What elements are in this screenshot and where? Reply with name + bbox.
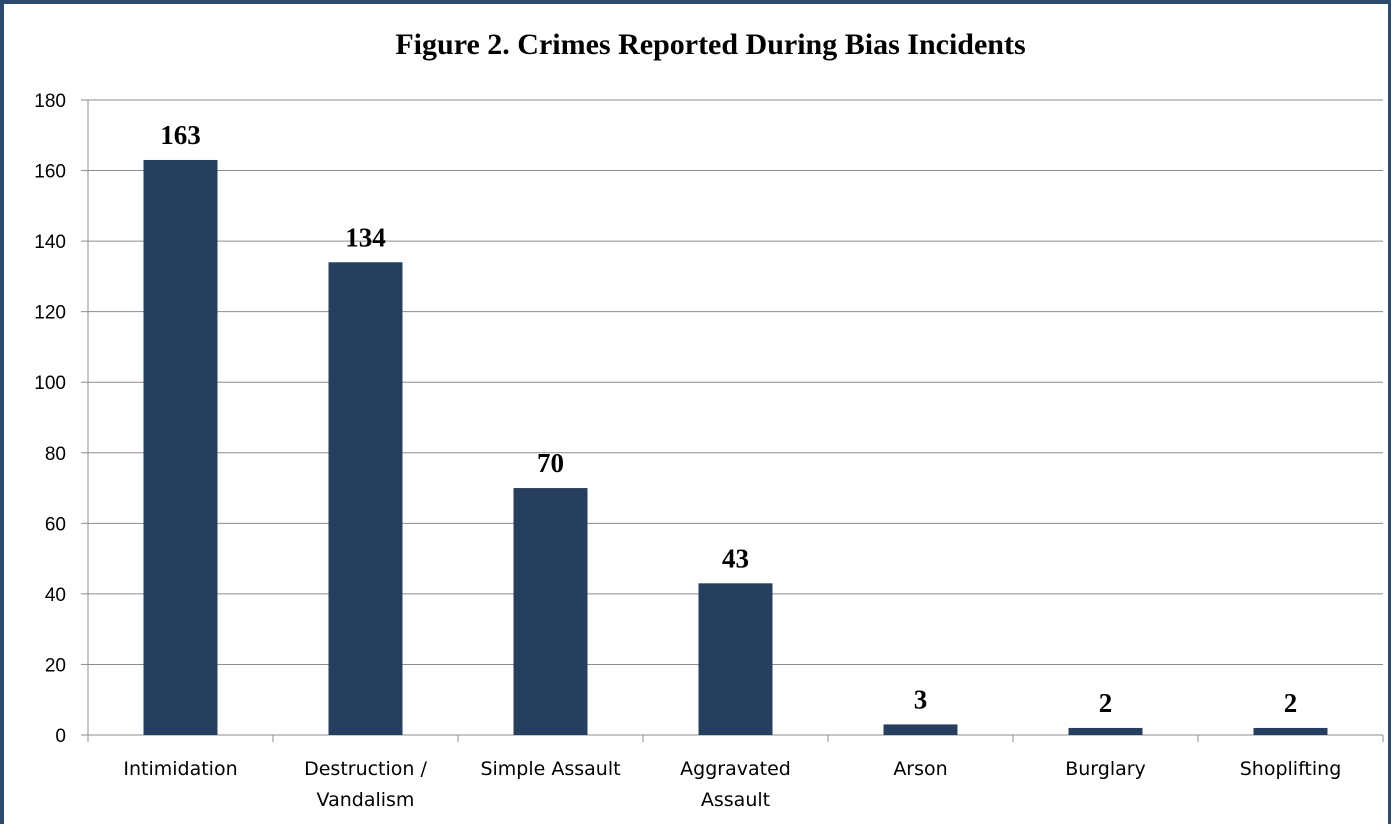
chart-title: Figure 2. Crimes Reported During Bias In… (395, 28, 1026, 61)
y-tick-label: 100 (34, 373, 66, 394)
bar (698, 583, 773, 735)
y-tick-label: 60 (45, 514, 66, 535)
x-tick-label: Simple Assault (480, 758, 620, 780)
y-tick-label: 0 (55, 726, 66, 747)
data-label: 2 (1099, 688, 1113, 718)
bars (143, 159, 1328, 735)
gridlines (88, 99, 1383, 665)
bar (883, 724, 958, 735)
bar (328, 262, 403, 735)
y-tick-label: 160 (34, 162, 66, 183)
bar (1068, 727, 1143, 735)
data-label: 43 (722, 543, 749, 573)
bar (513, 488, 588, 735)
x-tick-label: Shoplifting (1240, 758, 1342, 780)
x-tick-label: Intimidation (123, 758, 237, 780)
data-label: 163 (160, 120, 201, 150)
y-tick-label: 40 (45, 585, 66, 606)
x-tick-label: Destruction / Vandalism (304, 758, 427, 811)
data-label: 3 (914, 684, 928, 714)
x-tick-label: Burglary (1065, 758, 1146, 780)
y-tick-label: 180 (34, 91, 66, 112)
x-tick-label: Aggravated Assault (680, 758, 791, 811)
data-label: 134 (345, 222, 386, 252)
y-tick-label: 140 (34, 232, 66, 253)
bar (143, 159, 218, 735)
labels: 0 20 40 60 80 100 120 140 160 180 163 Intimidation 1… (34, 91, 1341, 811)
data-label: 70 (537, 448, 564, 478)
x-tick-label: Arson (893, 758, 947, 780)
y-tick-label: 20 (45, 655, 66, 676)
y-tick-label: 120 (34, 303, 66, 324)
data-label: 2 (1284, 688, 1298, 718)
y-tick-label: 80 (45, 444, 66, 465)
bar (1253, 727, 1328, 735)
